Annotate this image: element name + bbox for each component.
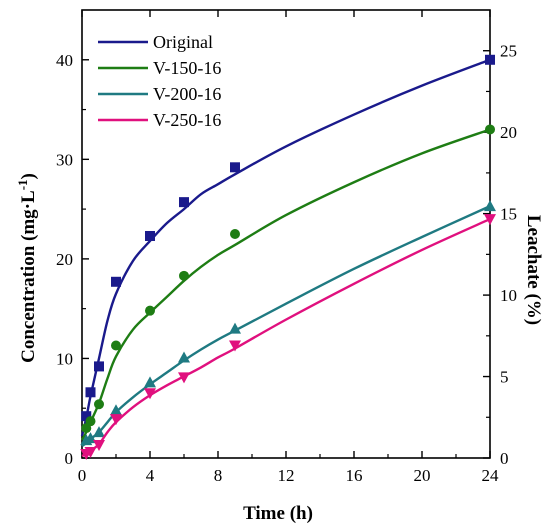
x-tick-label: 0 [78, 466, 87, 485]
data-point [110, 404, 122, 416]
legend-label: V-250-16 [153, 110, 221, 130]
data-point [84, 447, 97, 459]
x-tick-label: 4 [146, 466, 155, 485]
legend-label: V-200-16 [153, 84, 221, 104]
y-axis-title-main: Concentration (mg·L [18, 190, 39, 363]
series-layer [80, 54, 496, 461]
y-axis-title-superscript: -1 [15, 179, 30, 190]
data-point [110, 414, 122, 426]
y-axis-title-tail: ) [18, 173, 39, 179]
data-point [93, 426, 105, 438]
axis-titles: Time (h) Concentration (mg·L-1) Leachate… [15, 173, 544, 524]
data-point [484, 200, 496, 212]
y2-tick-label: 5 [500, 368, 509, 387]
y2-tick-label: 20 [500, 123, 517, 142]
data-point [179, 197, 189, 208]
series-fit-line [81, 205, 491, 448]
series-3 [80, 200, 496, 448]
x-tick-label: 8 [214, 466, 223, 485]
data-point [230, 162, 240, 173]
y2-tick-label: 15 [500, 205, 517, 224]
y2-tick-label: 0 [500, 449, 509, 468]
data-point [85, 387, 96, 398]
data-point [229, 340, 241, 352]
y-tick-label: 0 [65, 449, 74, 468]
data-point [178, 372, 190, 384]
y2-axis-title: Leachate (%) [523, 215, 544, 325]
data-point [85, 416, 96, 427]
y2-tick-label: 10 [500, 286, 517, 305]
series-1 [80, 54, 495, 437]
data-point [230, 229, 240, 239]
legend-label: Original [153, 32, 213, 52]
data-point [179, 270, 189, 281]
data-point [145, 230, 155, 241]
y-axis-title: Concentration (mg·L-1) [15, 173, 39, 363]
data-point [484, 214, 496, 226]
data-point [93, 440, 105, 452]
data-point [94, 361, 104, 372]
x-tick-label: 20 [414, 466, 431, 485]
x-tick-label: 16 [346, 466, 363, 485]
legend-label: V-150-16 [153, 58, 221, 78]
data-point [111, 276, 121, 287]
x-axis-title: Time (h) [243, 503, 313, 524]
data-point [145, 305, 155, 316]
data-point [485, 54, 495, 65]
data-point [485, 124, 495, 135]
data-point [94, 399, 104, 410]
x-tick-label: 24 [482, 466, 500, 485]
x-tick-label: 12 [278, 466, 295, 485]
y-tick-label: 10 [56, 349, 73, 368]
series-fit-line [81, 217, 491, 458]
y-tick-label: 30 [56, 150, 73, 169]
data-point [144, 388, 156, 400]
data-point [144, 376, 156, 388]
series-2 [80, 124, 495, 441]
legend: Original V-150-16 V-200-16 V-250-16 [98, 32, 221, 130]
y2-tick-label: 25 [500, 42, 517, 61]
y-tick-label: 40 [56, 51, 73, 70]
series-fit-line [80, 128, 491, 441]
data-point [111, 340, 121, 351]
data-point [178, 351, 190, 363]
series-4 [80, 214, 496, 461]
data-point [229, 322, 241, 334]
data-point [81, 411, 92, 422]
y-tick-label: 20 [56, 250, 73, 269]
